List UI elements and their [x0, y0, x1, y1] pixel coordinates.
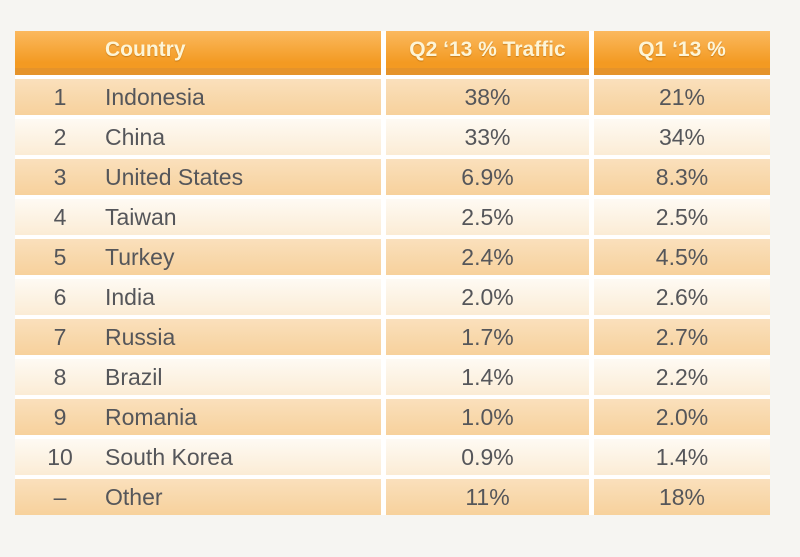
rank-cell: 8 [53, 364, 67, 390]
q2-cell: 1.7% [386, 319, 589, 355]
rank-cell: 10 [47, 444, 73, 470]
table-row: 8 Brazil 1.4% 2.2% [15, 359, 770, 395]
table-row: 3 United States 6.9% 8.3% [15, 159, 770, 195]
rank-cell: 7 [53, 324, 67, 350]
country-cell: Other [105, 484, 163, 510]
q2-cell: 33% [386, 119, 589, 155]
q1-cell: 2.7% [594, 319, 770, 355]
country-cell: Brazil [105, 364, 163, 390]
rank-cell: 3 [53, 164, 67, 190]
q1-cell: 2.2% [594, 359, 770, 395]
q2-cell: 2.0% [386, 279, 589, 315]
table-row: 1 Indonesia 38% 21% [15, 79, 770, 115]
q1-cell: 21% [594, 79, 770, 115]
header-q2-traffic: Q2 ‘13 % Traffic [386, 31, 589, 75]
country-cell: Russia [105, 324, 176, 350]
q1-cell: 2.0% [594, 399, 770, 435]
table-row: 9 Romania 1.0% 2.0% [15, 399, 770, 435]
traffic-table: Country Q2 ‘13 % Traffic Q1 ‘13 % 1 Indon… [15, 31, 770, 515]
q2-cell: 1.4% [386, 359, 589, 395]
header-q1-traffic: Q1 ‘13 % [594, 31, 770, 75]
country-cell: Taiwan [105, 204, 177, 230]
q2-cell: 11% [386, 479, 589, 515]
q1-cell: 18% [594, 479, 770, 515]
table-row: 10 South Korea 0.9% 1.4% [15, 439, 770, 475]
q2-cell: 1.0% [386, 399, 589, 435]
table-row-other: – Other 11% 18% [15, 479, 770, 515]
country-cell: Turkey [105, 244, 175, 270]
country-cell: China [105, 124, 166, 150]
q2-cell: 38% [386, 79, 589, 115]
q1-cell: 34% [594, 119, 770, 155]
q2-cell: 0.9% [386, 439, 589, 475]
table-row: 2 China 33% 34% [15, 119, 770, 155]
table-row: 4 Taiwan 2.5% 2.5% [15, 199, 770, 235]
q2-cell: 2.4% [386, 239, 589, 275]
q1-cell: 1.4% [594, 439, 770, 475]
table-row: 5 Turkey 2.4% 4.5% [15, 239, 770, 275]
table-row: 7 Russia 1.7% 2.7% [15, 319, 770, 355]
rank-cell: – [53, 484, 67, 510]
country-cell: Romania [105, 404, 198, 430]
country-cell: South Korea [105, 444, 233, 470]
rank-cell: 9 [53, 404, 67, 430]
q1-cell: 8.3% [594, 159, 770, 195]
q1-cell: 4.5% [594, 239, 770, 275]
table-header-row: Country Q2 ‘13 % Traffic Q1 ‘13 % [15, 31, 770, 75]
q1-cell: 2.5% [594, 199, 770, 235]
rank-cell: 2 [53, 124, 67, 150]
country-cell: United States [105, 164, 244, 190]
q2-cell: 6.9% [386, 159, 589, 195]
header-country: Country [15, 31, 381, 75]
table-row: 6 India 2.0% 2.6% [15, 279, 770, 315]
country-cell: Indonesia [105, 84, 205, 110]
rank-cell: 1 [53, 84, 67, 110]
rank-cell: 4 [53, 204, 67, 230]
rank-cell: 6 [53, 284, 67, 310]
rank-cell: 5 [53, 244, 67, 270]
country-cell: India [105, 284, 155, 310]
q2-cell: 2.5% [386, 199, 589, 235]
q1-cell: 2.6% [594, 279, 770, 315]
